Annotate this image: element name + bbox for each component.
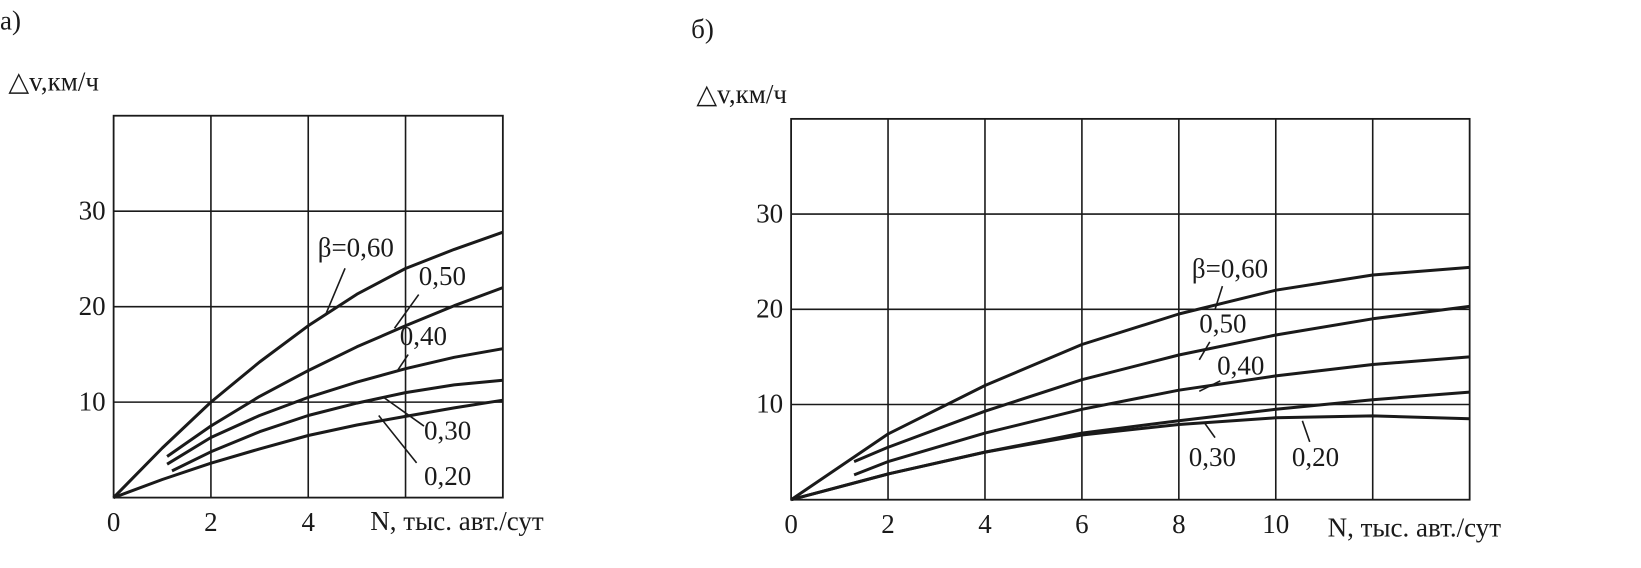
x-tick-label: 0 (107, 507, 121, 537)
curve (853, 304, 1470, 463)
leader-line (378, 415, 418, 464)
leader-line (1214, 285, 1224, 310)
y-tick-label: 10 (756, 389, 783, 419)
curve (790, 414, 1470, 502)
x-tick-label: 0 (784, 509, 798, 539)
x-tick-label: 4 (978, 509, 992, 539)
panel-label: б) (691, 14, 714, 44)
curve (113, 398, 504, 500)
x-tick-label: 6 (1075, 509, 1089, 539)
series-label: 0,50 (1199, 308, 1246, 338)
x-tick-label: 4 (301, 507, 315, 537)
y-tick-label: 20 (79, 291, 106, 321)
series-label: 0,40 (400, 321, 447, 351)
series-label: β=0,60 (1192, 254, 1268, 284)
curve (166, 347, 504, 466)
series-label: β=0,60 (318, 233, 394, 263)
series-label: 0,30 (424, 416, 471, 446)
leader-line (325, 267, 346, 314)
leader-line (383, 397, 425, 427)
y-axis-label: △v,км/ч (696, 79, 787, 109)
x-tick-label: 10 (1262, 509, 1289, 539)
series-label: 0,20 (1292, 442, 1339, 472)
panel-label: а) (0, 5, 21, 35)
y-tick-label: 10 (79, 386, 106, 416)
y-tick-label: 20 (756, 293, 783, 323)
curve (171, 378, 504, 473)
leader-line (1198, 380, 1221, 393)
y-axis-label: △v,км/ч (8, 66, 99, 96)
leader-line (1203, 422, 1216, 439)
x-tick-label: 2 (881, 509, 895, 539)
x-tick-label: 8 (1172, 509, 1186, 539)
y-tick-label: 30 (756, 198, 783, 228)
curve (853, 355, 1470, 477)
series-label: 0,40 (1217, 350, 1264, 380)
curve (112, 230, 504, 499)
plot-frame (790, 117, 1471, 501)
series-label: 0,50 (419, 261, 466, 291)
plot-frame (112, 114, 504, 499)
leader-line (396, 354, 409, 371)
series-label: 0,30 (1189, 442, 1236, 472)
x-axis-label: N, тыс. авт./сут (370, 506, 544, 536)
series-label: 0,20 (424, 461, 471, 491)
x-tick-label: 2 (204, 507, 218, 537)
leader-line (1198, 341, 1211, 361)
x-axis-label: N, тыс. авт./сут (1328, 512, 1502, 542)
curve (790, 265, 1470, 501)
curve (166, 286, 504, 458)
leader-line (1301, 420, 1311, 443)
y-tick-label: 30 (79, 195, 106, 225)
leader-line (393, 294, 420, 329)
